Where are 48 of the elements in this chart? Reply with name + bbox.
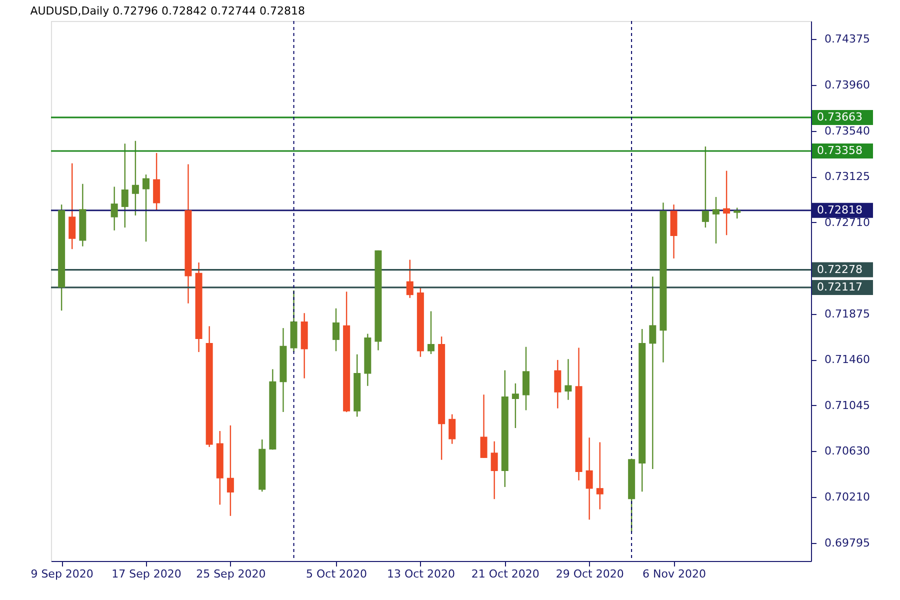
y-tick-label: 0.69795 (824, 536, 870, 550)
ref-line-label: 0.72117 (817, 280, 862, 294)
candlestick (332, 308, 340, 352)
candlestick (428, 310, 434, 355)
ref-line-label: 0.73358 (817, 144, 862, 157)
candlestick (564, 358, 572, 400)
candlestick (121, 143, 128, 228)
y-tick-label: 0.73125 (824, 170, 870, 184)
y-tick-label: 0.71460 (824, 353, 870, 366)
candlestick (448, 414, 456, 444)
y-tick-label: 0.70210 (824, 490, 870, 504)
candlestick (512, 382, 519, 429)
y-tick-label: 0.71875 (824, 308, 870, 321)
x-tick-label: 5 Oct 2020 (306, 568, 368, 580)
candlestick (110, 186, 118, 231)
ref-line-label: 0.72278 (817, 262, 862, 276)
y-tick-label: 0.73540 (824, 124, 870, 138)
candlestick (712, 196, 720, 244)
candlestick (554, 359, 562, 409)
candlestick (153, 152, 160, 211)
y-tick-label: 0.71045 (824, 398, 870, 412)
candlestick (142, 174, 150, 242)
candlestick (406, 259, 414, 299)
candlestick (702, 146, 709, 228)
x-tick-label: 13 Oct 2020 (386, 568, 455, 580)
candlestick (226, 424, 234, 517)
candlestick (480, 394, 488, 459)
y-tick-label: 0.74375 (824, 32, 870, 46)
chart-title: AUDUSD,Daily 0.72796 0.72842 0.72744 0.72818 (30, 4, 306, 18)
candlestick (723, 170, 730, 236)
ref-line-label: 0.72818 (817, 203, 862, 216)
candlestick (734, 207, 741, 220)
x-tick-label: 21 Oct 2020 (471, 568, 540, 580)
candlestick (68, 162, 76, 250)
y-tick-label: 0.72710 (824, 216, 870, 229)
y-tick-label: 0.70630 (824, 444, 870, 458)
candlestick (490, 440, 498, 500)
ref-line-label: 0.73663 (817, 110, 862, 124)
x-tick-label: 29 Oct 2020 (556, 568, 624, 580)
y-tick-label: 0.73960 (824, 78, 870, 92)
x-tick-label: 17 Sep 2020 (112, 568, 182, 580)
x-tick-label: 9 Sep 2020 (30, 568, 94, 580)
candlestick (649, 276, 656, 470)
x-tick-label: 25 Sep 2020 (196, 568, 266, 580)
candlestick (586, 437, 593, 520)
candlestick (132, 140, 139, 216)
x-tick-label: 6 Nov 2020 (642, 568, 706, 580)
candlestick (596, 442, 604, 510)
